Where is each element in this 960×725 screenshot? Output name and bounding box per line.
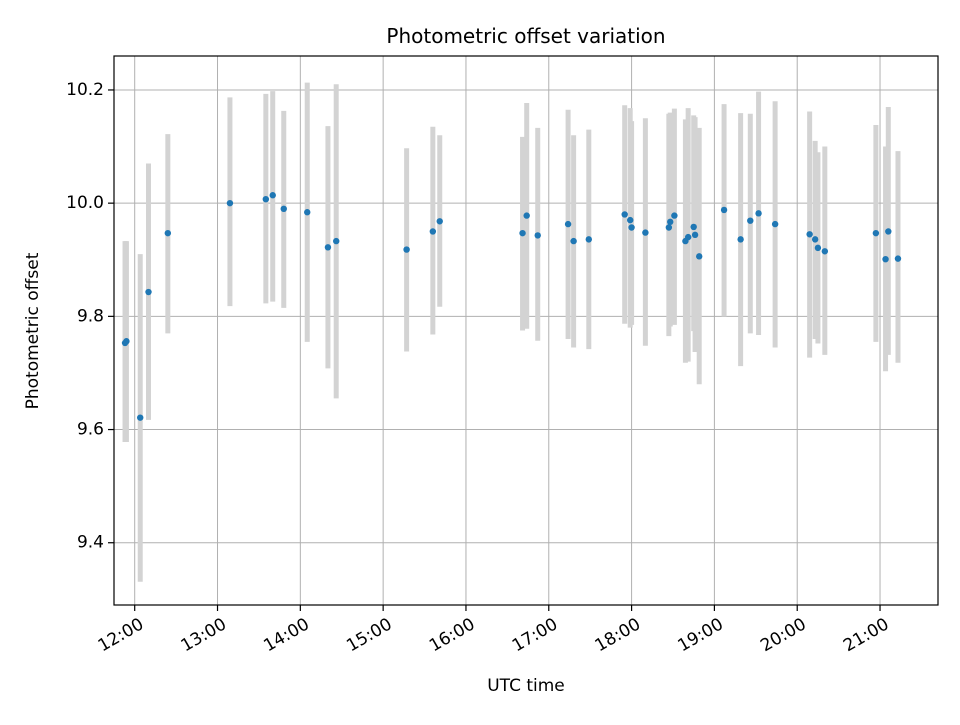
data-point	[720, 206, 728, 214]
data-point	[671, 212, 678, 219]
data-point	[755, 210, 762, 217]
data-point	[523, 212, 530, 219]
data-point	[885, 228, 892, 235]
data-point	[429, 228, 437, 235]
data-point	[262, 195, 270, 203]
y-tick-label: 9.8	[77, 306, 104, 326]
data-point	[123, 338, 130, 345]
data-point	[811, 236, 819, 243]
data-point	[333, 237, 340, 245]
point-layer	[121, 192, 902, 421]
grid-layer	[114, 56, 938, 605]
y-tick-label: 9.6	[77, 420, 104, 440]
y-tick-label: 10.2	[66, 80, 104, 100]
data-point	[771, 220, 779, 228]
x-axis-label: UTC time	[487, 676, 565, 696]
data-point	[534, 232, 541, 239]
data-point	[304, 209, 311, 216]
data-point	[684, 233, 692, 241]
data-point	[690, 223, 697, 231]
chart-title: Photometric offset variation	[386, 24, 665, 48]
data-point	[621, 211, 628, 218]
data-point	[814, 244, 822, 252]
data-point	[627, 216, 634, 224]
data-point	[691, 231, 699, 239]
data-point	[894, 255, 902, 262]
data-point	[737, 236, 744, 243]
data-point	[324, 244, 332, 251]
data-point	[696, 253, 703, 260]
data-point	[519, 229, 526, 237]
data-point	[872, 229, 880, 237]
y-tick-label: 10.0	[66, 193, 104, 213]
data-point	[747, 217, 754, 224]
data-point	[821, 248, 829, 255]
data-point	[137, 414, 144, 421]
data-point	[269, 192, 276, 199]
data-point	[226, 199, 234, 207]
data-point	[882, 255, 889, 263]
data-point	[570, 237, 577, 245]
data-point	[145, 288, 152, 296]
data-point	[164, 229, 172, 237]
data-point	[665, 224, 673, 231]
data-point	[436, 218, 443, 225]
data-point	[564, 220, 572, 228]
data-point	[280, 205, 287, 213]
y-tick-label: 9.4	[77, 533, 104, 553]
data-point	[667, 218, 674, 226]
data-point	[642, 229, 649, 236]
plot-frame	[113, 55, 939, 606]
y-axis-label: Photometric offset	[23, 252, 43, 409]
data-point	[628, 224, 635, 231]
data-point	[806, 231, 813, 238]
data-point	[403, 246, 410, 253]
data-point	[585, 236, 593, 243]
